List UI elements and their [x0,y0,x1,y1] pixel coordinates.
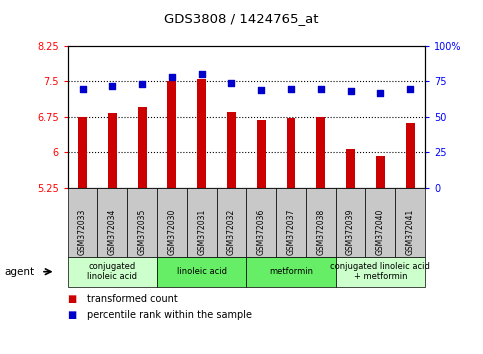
Text: GSM372033: GSM372033 [78,209,87,255]
Bar [257,120,266,188]
Text: ■: ■ [68,310,77,320]
Text: GDS3808 / 1424765_at: GDS3808 / 1424765_at [164,12,319,25]
Point [227,80,235,86]
Point [138,81,146,87]
Text: agent: agent [5,267,35,277]
Text: GSM372040: GSM372040 [376,209,385,255]
Point [168,74,176,80]
Text: percentile rank within the sample: percentile rank within the sample [87,310,252,320]
Text: GSM372038: GSM372038 [316,209,325,255]
Text: GSM372039: GSM372039 [346,209,355,255]
Bar [406,123,414,188]
Bar [78,117,87,188]
Bar [138,107,146,188]
Text: metformin: metformin [269,267,313,276]
Bar [286,118,296,188]
Text: transformed count: transformed count [87,294,178,304]
Text: GSM372035: GSM372035 [138,209,146,255]
Bar [376,155,385,188]
Text: GSM372030: GSM372030 [168,209,176,255]
Point [347,88,355,94]
Bar [197,79,206,188]
Bar [227,112,236,188]
Text: GSM372037: GSM372037 [286,209,296,255]
Text: GSM372032: GSM372032 [227,209,236,255]
Point [377,90,384,96]
Bar [168,81,176,188]
Text: linoleic acid: linoleic acid [177,267,227,276]
Text: GSM372031: GSM372031 [197,209,206,255]
Text: GSM372034: GSM372034 [108,209,117,255]
Bar [316,117,325,188]
Point [79,86,86,91]
Text: ■: ■ [68,294,77,304]
Point [287,86,295,91]
Bar [108,113,117,188]
Text: conjugated
linoleic acid: conjugated linoleic acid [87,262,137,281]
Text: GSM372041: GSM372041 [406,209,414,255]
Text: GSM372036: GSM372036 [257,209,266,255]
Point [198,72,206,77]
Point [406,86,414,91]
Point [317,86,325,91]
Bar [346,149,355,188]
Point [257,87,265,93]
Text: conjugated linoleic acid
+ metformin: conjugated linoleic acid + metformin [330,262,430,281]
Point [109,83,116,88]
